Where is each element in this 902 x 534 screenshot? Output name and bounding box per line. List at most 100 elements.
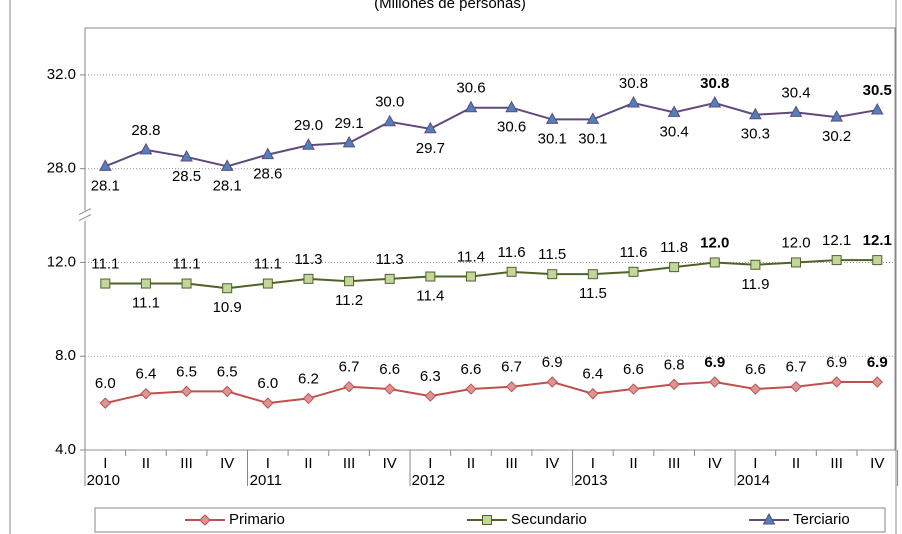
x-group-label: 2011 <box>250 472 282 489</box>
data-label: 11.1 <box>254 256 282 273</box>
marker <box>423 121 437 134</box>
x-tick-label: II <box>467 455 475 472</box>
marker <box>546 376 558 388</box>
data-label: 6.6 <box>745 361 766 378</box>
data-label: 6.2 <box>298 370 319 387</box>
marker <box>791 257 802 268</box>
data-label: 30.3 <box>741 126 770 143</box>
marker <box>140 388 152 400</box>
y-tick-label: 32.0 <box>47 66 76 83</box>
marker <box>344 276 355 287</box>
data-label: 30.1 <box>538 130 567 147</box>
data-label: 11.3 <box>376 251 404 268</box>
marker <box>342 135 356 148</box>
data-label: 11.6 <box>498 244 526 261</box>
data-label: 28.1 <box>91 177 120 194</box>
marker <box>667 105 681 117</box>
legend-label: Primario <box>229 511 285 528</box>
data-label: 11.2 <box>335 292 363 309</box>
marker <box>709 257 720 268</box>
data-label: 6.8 <box>664 356 685 373</box>
marker <box>384 273 395 284</box>
legend-marker <box>199 514 211 526</box>
x-tick-label: III <box>668 455 681 472</box>
marker <box>424 390 437 402</box>
data-label: 12.0 <box>781 234 810 251</box>
legend-label: Secundario <box>511 511 587 528</box>
data-label: 30.8 <box>700 75 729 92</box>
marker <box>872 255 883 266</box>
data-label: 11.1 <box>173 256 201 273</box>
marker <box>668 378 680 391</box>
marker <box>343 380 355 393</box>
marker <box>465 383 477 395</box>
marker <box>221 385 233 398</box>
marker <box>790 380 802 393</box>
marker <box>627 95 640 108</box>
x-tick-label: IV <box>708 455 722 472</box>
marker <box>465 271 476 282</box>
data-label: 11.5 <box>538 246 566 263</box>
data-label: 6.6 <box>623 361 644 378</box>
x-tick-label: I <box>591 455 595 472</box>
marker <box>628 266 639 277</box>
x-tick-label: III <box>180 455 193 472</box>
data-label: 30.6 <box>456 80 485 97</box>
data-label: 29.7 <box>416 140 445 157</box>
x-tick-label: IV <box>383 455 397 472</box>
x-tick-label: IV <box>220 455 234 472</box>
marker <box>749 383 762 395</box>
x-tick-label: II <box>792 455 800 472</box>
marker <box>830 376 843 388</box>
data-label: 30.2 <box>822 128 851 145</box>
marker <box>627 383 640 395</box>
data-label: 11.1 <box>132 295 160 312</box>
marker <box>871 376 883 388</box>
data-label: 6.9 <box>867 354 888 371</box>
marker <box>302 392 315 405</box>
marker <box>545 112 559 124</box>
marker <box>870 103 884 115</box>
x-group-label: 2012 <box>412 472 445 489</box>
marker <box>505 100 518 113</box>
legend-label: Terciario <box>793 511 850 528</box>
x-tick-label: I <box>103 455 107 472</box>
data-label: 11.6 <box>619 244 647 261</box>
marker <box>261 147 275 160</box>
x-group-label: 2014 <box>737 472 770 489</box>
legend-marker <box>482 515 492 525</box>
data-label: 6.9 <box>704 354 725 371</box>
x-tick-label: II <box>304 455 312 472</box>
marker <box>303 273 314 284</box>
data-label: 11.9 <box>741 276 769 293</box>
data-label: 12.1 <box>822 232 851 249</box>
data-label: 11.5 <box>579 285 607 302</box>
y-tick-label: 12.0 <box>47 253 76 270</box>
data-label: 11.4 <box>416 287 444 304</box>
marker <box>139 142 153 155</box>
marker <box>505 380 518 393</box>
data-label: 11.3 <box>294 251 322 268</box>
marker <box>749 107 762 120</box>
series-line <box>104 101 878 168</box>
data-label: 6.6 <box>379 361 400 378</box>
marker <box>587 269 598 280</box>
plot-area <box>84 27 896 451</box>
x-tick-label: III <box>343 455 356 472</box>
data-label: 28.5 <box>172 168 201 185</box>
marker <box>262 397 274 409</box>
marker <box>547 269 558 280</box>
marker <box>506 266 517 277</box>
x-tick-label: IV <box>870 455 884 472</box>
marker <box>262 278 273 289</box>
marker <box>384 383 396 395</box>
marker <box>180 149 193 162</box>
data-label: 6.4 <box>582 366 603 383</box>
data-label: 6.7 <box>339 359 360 376</box>
marker <box>383 114 397 127</box>
x-group-label: 2010 <box>87 472 120 489</box>
x-group-label: 2013 <box>574 472 607 489</box>
data-label: 6.6 <box>461 361 482 378</box>
